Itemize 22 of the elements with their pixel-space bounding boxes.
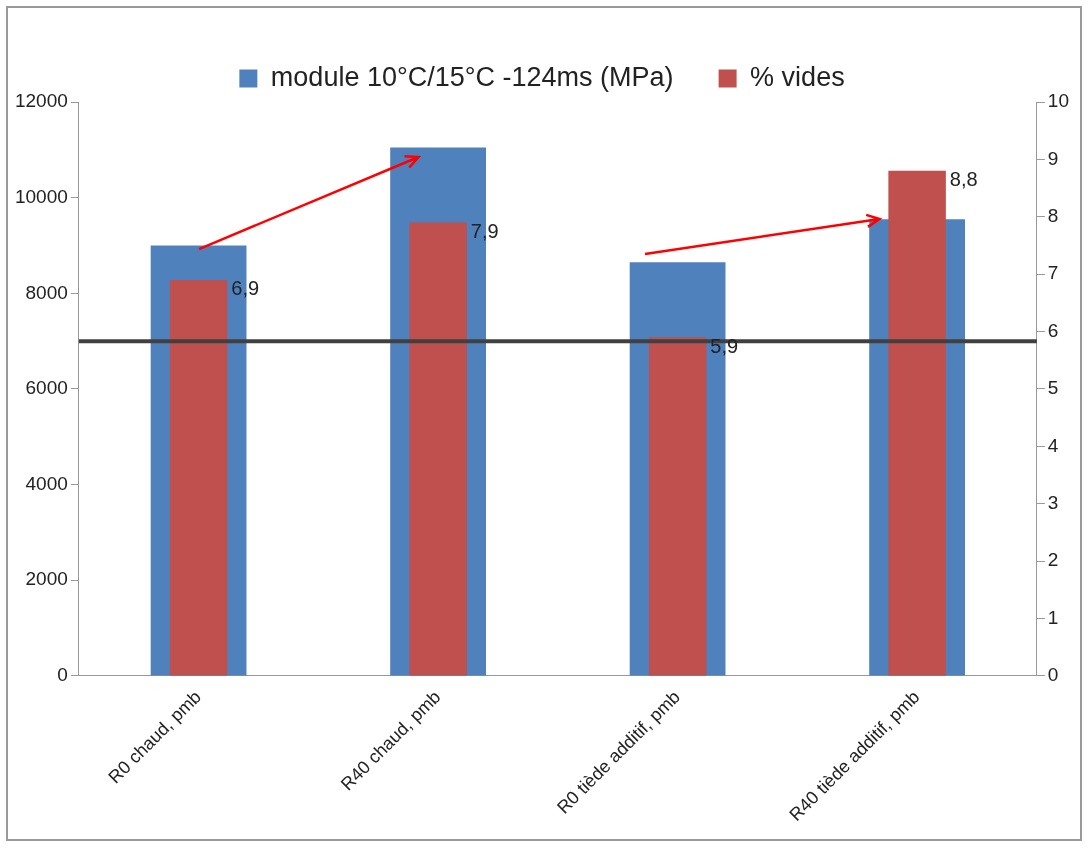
data-label: 5,9 bbox=[710, 334, 739, 357]
y2-tick-label: 9 bbox=[1047, 147, 1059, 169]
y-tick-label: 0 bbox=[57, 664, 68, 686]
y-tick-label: 4000 bbox=[25, 472, 68, 494]
y-tick-label: 12000 bbox=[14, 90, 68, 112]
y2-tick-label: 0 bbox=[1047, 664, 1059, 686]
legend-label: module 10°C/15°C -124ms (MPa) bbox=[270, 61, 674, 92]
data-label: 8,8 bbox=[949, 168, 978, 191]
y2-tick-label: 3 bbox=[1047, 491, 1059, 513]
y-tick-label: 10000 bbox=[14, 185, 68, 207]
y-tick-label: 2000 bbox=[25, 568, 68, 590]
y-tick-label: 6000 bbox=[25, 377, 68, 399]
y2-tick-label: 8 bbox=[1047, 205, 1059, 227]
legend-label: % vides bbox=[750, 61, 845, 92]
y2-tick-label: 5 bbox=[1047, 377, 1059, 399]
y2-tick-label: 10 bbox=[1047, 90, 1070, 112]
y2-tick-label: 1 bbox=[1047, 606, 1059, 628]
y2-tick-label: 4 bbox=[1047, 434, 1059, 456]
y2-tick-label: 6 bbox=[1047, 319, 1059, 341]
y2-tick-label: 7 bbox=[1047, 262, 1059, 284]
y-tick-label: 8000 bbox=[25, 281, 68, 303]
y2-tick-label: 2 bbox=[1047, 549, 1059, 571]
